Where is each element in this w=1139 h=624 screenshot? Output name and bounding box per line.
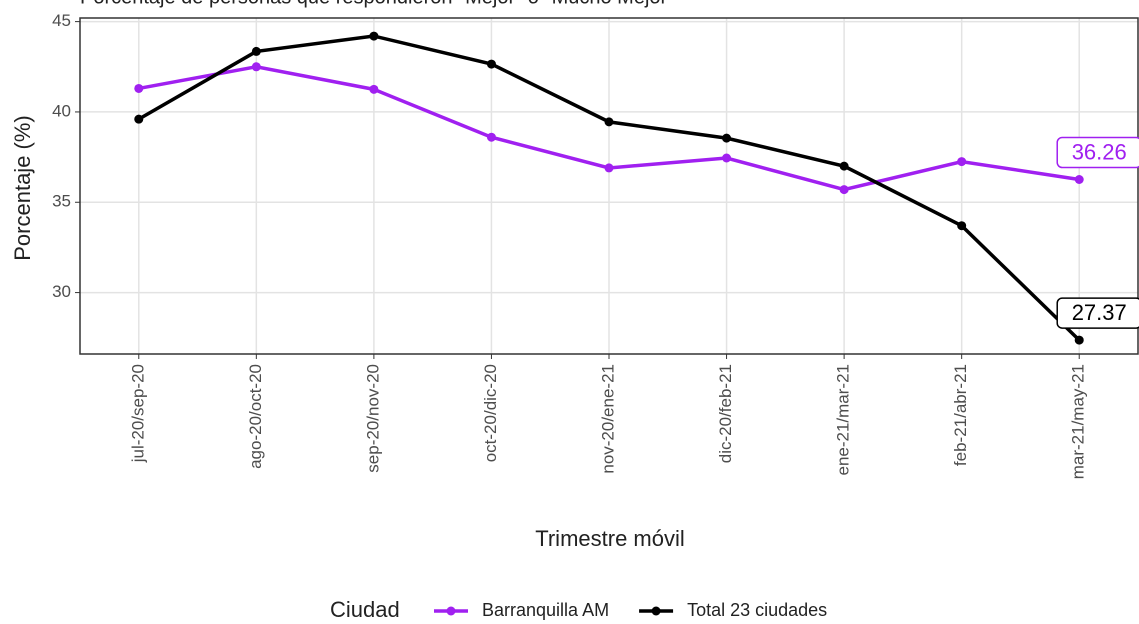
x-tick-label: sep-20/nov-20 [363,364,382,473]
x-tick-label: oct-20/dic-20 [481,364,500,462]
y-tick-label: 30 [52,282,71,301]
data-label-text: 36.26 [1072,139,1127,164]
point [722,133,732,143]
chart-title: Porcentaje de personas que respondieron … [80,0,674,8]
x-tick-label: ene-21/mar-21 [834,364,853,476]
x-tick-label: dic-20/feb-21 [716,364,735,463]
point [251,62,261,72]
x-tick-label: mar-21/may-21 [1069,364,1088,479]
y-tick-label: 45 [52,11,71,30]
point [957,157,967,167]
point [1074,335,1084,345]
x-axis-label: Trimestre móvil [535,526,685,551]
point [604,163,614,173]
plot-border [79,17,1139,355]
legend-title: Ciudad [330,597,400,622]
x-tick-label: nov-20/ene-21 [598,364,617,474]
point [839,185,849,195]
y-axis-label: Porcentaje (%) [10,115,35,261]
data-label: 36.26 [1056,136,1139,169]
point [604,117,614,127]
point [134,114,144,124]
y-tick-label: 35 [52,192,71,211]
x-tick-label: ago-20/oct-20 [246,364,265,469]
point [1074,174,1084,184]
point [369,84,379,94]
point [251,46,261,56]
point [722,153,732,163]
legend-label: Total 23 ciudades [687,600,827,620]
point [486,132,496,142]
point [486,59,496,69]
data-label: 27.37 [1056,297,1139,329]
x-tick-label: feb-21/abr-21 [951,364,970,466]
label-box [1056,136,1139,169]
label-box [1056,297,1139,329]
point [134,83,144,93]
data-label-text: 27.37 [1072,300,1127,325]
point [369,31,379,41]
y-tick-label: 40 [52,101,71,120]
point [839,161,849,171]
x-tick-label: jul-20/sep-20 [128,364,147,463]
point [957,221,967,231]
legend-swatch-point [446,606,456,616]
legend-label: Barranquilla AM [482,600,609,620]
legend-swatch-point [651,606,661,616]
